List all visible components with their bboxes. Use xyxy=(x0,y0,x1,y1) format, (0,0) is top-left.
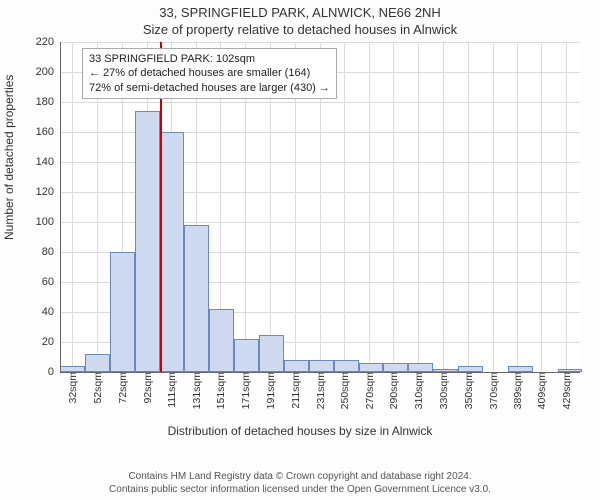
x-tick-label: 72sqm xyxy=(115,372,129,404)
histogram-bar xyxy=(209,309,234,372)
histogram-bar xyxy=(85,354,110,372)
histogram-bar xyxy=(309,360,334,372)
gridline-vertical xyxy=(443,42,444,372)
y-tick-label: 180 xyxy=(36,96,60,108)
gridline-vertical xyxy=(344,42,345,372)
x-tick-label: 250sqm xyxy=(337,372,351,409)
x-tick-label: 429sqm xyxy=(559,372,573,409)
x-tick-label: 32sqm xyxy=(65,372,79,404)
title-sub: Size of property relative to detached ho… xyxy=(0,22,600,37)
histogram-bar xyxy=(135,111,160,372)
y-axis-line xyxy=(60,42,61,372)
x-tick-label: 92sqm xyxy=(140,372,154,404)
y-tick-label: 120 xyxy=(36,186,60,198)
y-axis-label: Number of detached properties xyxy=(2,75,16,240)
y-tick-label: 140 xyxy=(36,156,60,168)
y-tick-label: 220 xyxy=(36,36,60,48)
x-tick-label: 211sqm xyxy=(288,372,302,409)
histogram-bar xyxy=(359,363,384,372)
histogram-bar xyxy=(383,363,408,372)
gridline-vertical xyxy=(393,42,394,372)
histogram-bar xyxy=(408,363,433,372)
footer-line-2: Contains public sector information licen… xyxy=(0,484,600,497)
gridline-vertical xyxy=(541,42,542,372)
x-tick-label: 310sqm xyxy=(411,372,425,409)
gridline-vertical xyxy=(468,42,469,372)
gridline-vertical xyxy=(566,42,567,372)
x-tick-label: 191sqm xyxy=(263,372,277,409)
histogram-bar xyxy=(234,339,259,372)
x-tick-label: 290sqm xyxy=(386,372,400,409)
y-tick-label: 0 xyxy=(48,366,60,378)
histogram-bar xyxy=(110,252,135,372)
gridline-vertical xyxy=(72,42,73,372)
x-tick-label: 330sqm xyxy=(436,372,450,409)
footer-line-1: Contains HM Land Registry data © Crown c… xyxy=(0,471,600,484)
y-tick-label: 60 xyxy=(42,276,60,288)
x-tick-label: 171sqm xyxy=(238,372,252,409)
annotation-line: ← 27% of detached houses are smaller (16… xyxy=(89,66,330,80)
annotation-line: 33 SPRINGFIELD PARK: 102sqm xyxy=(89,52,330,66)
chart-container: 33, SPRINGFIELD PARK, ALNWICK, NE66 2NH … xyxy=(0,0,600,500)
histogram-bar xyxy=(184,225,209,372)
x-tick-label: 409sqm xyxy=(534,372,548,409)
histogram-bar xyxy=(160,132,185,372)
y-tick-label: 80 xyxy=(42,246,60,258)
x-axis-line xyxy=(60,372,580,373)
annotation-line: 72% of semi-detached houses are larger (… xyxy=(89,81,330,95)
gridline-vertical xyxy=(418,42,419,372)
y-tick-label: 160 xyxy=(36,126,60,138)
x-tick-label: 151sqm xyxy=(213,372,227,409)
x-tick-label: 231sqm xyxy=(313,372,327,409)
x-tick-label: 270sqm xyxy=(362,372,376,409)
x-tick-label: 131sqm xyxy=(189,372,203,409)
y-tick-label: 100 xyxy=(36,216,60,228)
x-tick-label: 111sqm xyxy=(164,372,178,408)
histogram-bar xyxy=(284,360,309,372)
x-tick-label: 370sqm xyxy=(486,372,500,409)
footer-attribution: Contains HM Land Registry data © Crown c… xyxy=(0,471,600,496)
x-tick-label: 52sqm xyxy=(90,372,104,404)
y-tick-label: 200 xyxy=(36,66,60,78)
histogram-bar xyxy=(259,335,284,373)
x-tick-label: 350sqm xyxy=(461,372,475,409)
y-tick-label: 40 xyxy=(42,306,60,318)
gridline-vertical xyxy=(493,42,494,372)
plot-area: 02040608010012014016018020022032sqm52sqm… xyxy=(60,42,580,372)
title-main: 33, SPRINGFIELD PARK, ALNWICK, NE66 2NH xyxy=(0,5,600,20)
annotation-box: 33 SPRINGFIELD PARK: 102sqm← 27% of deta… xyxy=(82,48,337,99)
histogram-bar xyxy=(334,360,359,372)
y-tick-label: 20 xyxy=(42,336,60,348)
gridline-vertical xyxy=(517,42,518,372)
x-tick-label: 389sqm xyxy=(510,372,524,409)
gridline-vertical xyxy=(369,42,370,372)
x-axis-label: Distribution of detached houses by size … xyxy=(0,424,600,438)
